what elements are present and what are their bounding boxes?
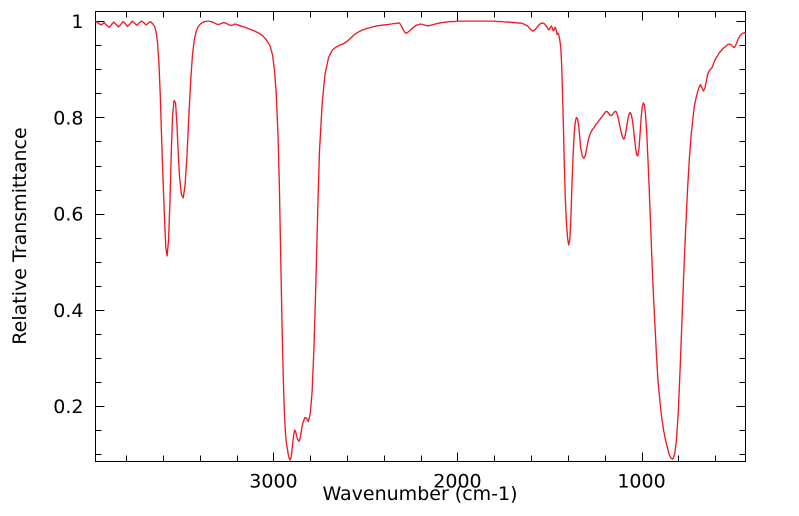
spectrum-line-0 bbox=[94, 20, 747, 461]
y-tick-label: 0.8 bbox=[53, 107, 83, 129]
x-tick-label: 2000 bbox=[433, 471, 481, 493]
x-tick-label: 1000 bbox=[617, 471, 665, 493]
axis-ticks bbox=[95, 11, 746, 462]
y-tick-label: 0.6 bbox=[53, 204, 83, 226]
y-axis-label: Relative Transmittance bbox=[9, 127, 31, 344]
data-series-group bbox=[94, 20, 747, 461]
y-tick-label: 0.2 bbox=[53, 396, 83, 418]
y-tick-label: 1 bbox=[71, 11, 83, 33]
axis-frame bbox=[94, 10, 747, 463]
tick-labels-group: 3000 2000 1000 1 0.8 0.6 0.4 0.2 bbox=[53, 11, 665, 492]
y-tick-label: 0.4 bbox=[53, 300, 83, 322]
x-tick-label: 3000 bbox=[249, 471, 297, 493]
x-axis-label: Wavenumber (cm-1) bbox=[322, 483, 517, 505]
